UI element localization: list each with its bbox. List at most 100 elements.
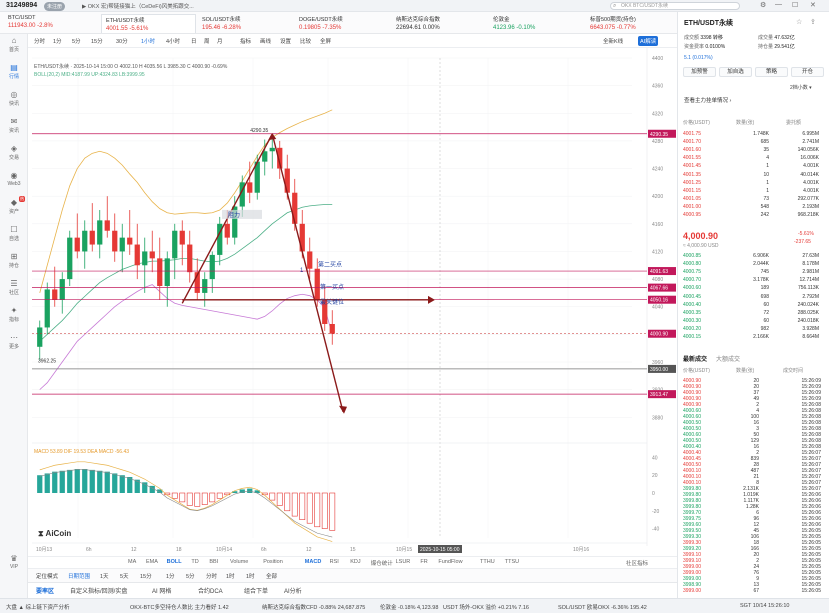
range-button[interactable]: 日期范围 bbox=[68, 574, 91, 580]
share-icon[interactable]: ⇪ bbox=[810, 19, 816, 26]
indicator-tab[interactable]: TTHU bbox=[480, 559, 495, 565]
period-tab[interactable]: 5分 bbox=[72, 39, 81, 45]
sidebar-item[interactable]: ✉ 资讯 bbox=[0, 117, 28, 134]
bid-row[interactable]: 4000.60 189 756.113K bbox=[678, 285, 829, 291]
panel-action-button[interactable]: 加预警 bbox=[683, 67, 716, 77]
indicator-tab[interactable]: BBI bbox=[209, 559, 219, 565]
sidebar-item[interactable]: ⊞ 持仓 bbox=[0, 252, 28, 269]
status-item[interactable]: OKX-BTC多空持仓人数比 主力看好 1.42 bbox=[130, 605, 229, 611]
sidebar-item[interactable]: ◉ Web3 bbox=[0, 171, 28, 187]
ticker-tab[interactable]: ETH/USDT永续 4001.55 -5.61% bbox=[101, 14, 196, 33]
indicator-tab[interactable]: RSI bbox=[329, 559, 339, 565]
indicator-tab[interactable]: MA bbox=[128, 559, 137, 565]
range-button[interactable]: 5分 bbox=[186, 574, 195, 580]
ticker-tab[interactable]: 纳斯达克综合指数 22694.61 0.00% bbox=[392, 14, 487, 33]
bid-row[interactable]: 4000.45 698 2.792M bbox=[678, 294, 829, 300]
range-button[interactable]: 1天 bbox=[100, 574, 109, 580]
status-item[interactable]: USDT 场外-OKX 溢价 +0.21% 7.16 bbox=[443, 605, 529, 611]
indicator-tab[interactable]: TD bbox=[191, 559, 199, 565]
bottom-nav-tab[interactable]: 组合下单 bbox=[244, 589, 269, 595]
sidebar-item[interactable]: ▤ 行情 bbox=[0, 63, 28, 80]
panel-action-button[interactable]: 策略 bbox=[755, 67, 788, 77]
star-icon[interactable]: ☆ bbox=[796, 19, 803, 26]
sidebar-item[interactable]: ☐ 自选 bbox=[0, 225, 28, 242]
range-button[interactable]: 5天 bbox=[120, 574, 129, 580]
period-tab[interactable]: 1分 bbox=[53, 39, 62, 45]
indicator-tab[interactable]: LSUR bbox=[395, 559, 411, 565]
bid-row[interactable]: 4000.75 745 2.981M bbox=[678, 269, 829, 275]
tool-button[interactable]: 全屏 bbox=[320, 39, 332, 45]
ticker-tab[interactable]: 标普500期货(持仓) 6643.075 -0.77% bbox=[586, 14, 681, 33]
ask-row[interactable]: 4001.60 35 140.056K bbox=[678, 147, 829, 153]
ask-row[interactable]: 4001.70 685 2.741M bbox=[678, 139, 829, 145]
trades-tab-large[interactable]: 大额成交 bbox=[716, 357, 741, 363]
tool-button[interactable]: 画线 bbox=[260, 39, 272, 45]
range-button[interactable]: 分时 bbox=[206, 574, 218, 580]
bottom-nav-tab[interactable]: 合约DCA bbox=[198, 589, 223, 595]
range-button[interactable]: 全部 bbox=[266, 574, 278, 580]
indicator-tab[interactable]: MACD bbox=[304, 559, 322, 565]
tool-button[interactable]: 比较 bbox=[300, 39, 312, 45]
period-tab[interactable]: 15分 bbox=[91, 39, 103, 45]
period-tab[interactable]: 周 bbox=[204, 39, 210, 45]
period-tab[interactable]: 30分 bbox=[116, 39, 128, 45]
panel-action-button[interactable]: 加自选 bbox=[719, 67, 752, 77]
settings-icon[interactable]: ⚙ bbox=[760, 2, 767, 9]
community-indicator-button[interactable]: 社区指标 bbox=[626, 561, 649, 567]
indicator-tab[interactable]: KDJ bbox=[350, 559, 361, 565]
new-kline-button[interactable]: 全新K线 bbox=[603, 39, 624, 45]
ask-row[interactable]: 4001.25 1 4.001K bbox=[678, 180, 829, 186]
indicator-tab[interactable]: Volume bbox=[230, 559, 249, 565]
ai-interpret-button[interactable]: AI解读 bbox=[638, 36, 659, 46]
bid-row[interactable]: 4000.85 6.906K 27.63M bbox=[678, 253, 829, 259]
bottom-nav-tab[interactable]: 自定义指标/回测/实盘 bbox=[70, 589, 128, 595]
status-item[interactable]: 大盘 ▲ 综上链下资产分析 bbox=[6, 605, 70, 611]
period-tab[interactable]: 月 bbox=[217, 39, 223, 45]
indicator-tab[interactable]: EMA bbox=[146, 559, 158, 565]
chart-area[interactable]: 4400 4360 4320 4280 4240 4200 4160 4120 4080 4040… bbox=[28, 48, 677, 556]
range-button[interactable]: 1时 bbox=[246, 574, 255, 580]
bid-row[interactable]: 4000.20 982 3.928M bbox=[678, 326, 829, 332]
news-ticker[interactable]: ▶ OKX 宏)帮链接猫上（CeDeFi)风美拓跟交... bbox=[82, 4, 194, 10]
bid-row[interactable]: 4000.70 3.178K 12.714M bbox=[678, 277, 829, 283]
kline-chart[interactable]: 4400436043204280424042004160412040804040… bbox=[28, 48, 677, 556]
bottom-nav-tab[interactable]: AI分析 bbox=[284, 589, 302, 595]
sidebar-item[interactable]: ◆ 资产 热 bbox=[0, 196, 28, 215]
register-badge[interactable]: 未注册 bbox=[44, 2, 66, 11]
bottom-nav-tab[interactable]: AI 网格 bbox=[152, 589, 172, 595]
ask-row[interactable]: 4000.95 242 968.218K bbox=[678, 212, 829, 218]
period-tab[interactable]: 分时 bbox=[34, 39, 46, 45]
sidebar-item[interactable]: ✦ 指标 bbox=[0, 306, 28, 323]
ask-row[interactable]: 4001.15 1 4.001K bbox=[678, 188, 829, 194]
range-button[interactable]: 1时 bbox=[226, 574, 235, 580]
status-item[interactable]: 纳斯达克综合指数CFD -0.88% 24,687.875 bbox=[262, 605, 366, 611]
indicator-tab[interactable]: Position bbox=[263, 559, 283, 565]
sidebar-item[interactable]: ⌂ 首页 bbox=[0, 36, 28, 53]
trades-tab-latest[interactable]: 最新成交 bbox=[683, 357, 708, 363]
range-button[interactable]: 1分 bbox=[166, 574, 175, 580]
status-item[interactable]: 伦敦金 -0.18% 4,123.98 bbox=[380, 605, 439, 611]
sidebar-item[interactable]: ◎ 快讯 bbox=[0, 90, 28, 107]
ticker-tab[interactable]: DOGE/USDT永续 0.19805 -7.35% bbox=[295, 14, 390, 33]
indicator-tab[interactable]: FundFlow bbox=[438, 559, 463, 565]
sidebar-item[interactable]: ☰ 社区 bbox=[0, 279, 28, 296]
indicator-tab[interactable]: BOLL bbox=[166, 559, 182, 565]
indicator-tab[interactable]: FR bbox=[420, 559, 428, 565]
minimize-icon[interactable]: — bbox=[775, 1, 782, 8]
ask-row[interactable]: 4001.35 10 40.014K bbox=[678, 172, 829, 178]
maximize-icon[interactable]: ☐ bbox=[792, 2, 799, 9]
tool-button[interactable]: 设置 bbox=[280, 39, 292, 45]
ask-row[interactable]: 4001.55 4 16.006K bbox=[678, 155, 829, 161]
period-tab[interactable]: 日 bbox=[191, 39, 197, 45]
bid-row[interactable]: 4000.80 2.044K 8.178M bbox=[678, 261, 829, 267]
range-button[interactable]: 定位模式 bbox=[36, 574, 59, 580]
ticker-tab[interactable]: BTC/USDT 111943.00 -2.8% bbox=[4, 14, 99, 33]
ticker-tab[interactable]: 伦敦金 4123.96 -0.10% bbox=[489, 14, 584, 33]
rank-link[interactable]: 查看主力挂单情况 › bbox=[684, 98, 732, 104]
panel-action-button[interactable]: 开仓 bbox=[791, 67, 824, 77]
ask-row[interactable]: 4001.75 1.748K 6.995M bbox=[678, 131, 829, 137]
bid-row[interactable]: 4000.40 60 240.024K bbox=[678, 302, 829, 308]
bottom-nav-tab[interactable]: 要率区 bbox=[36, 589, 55, 595]
bid-row[interactable]: 4000.15 2.166K 8.664M bbox=[678, 334, 829, 340]
range-button[interactable]: 15分 bbox=[140, 574, 152, 580]
